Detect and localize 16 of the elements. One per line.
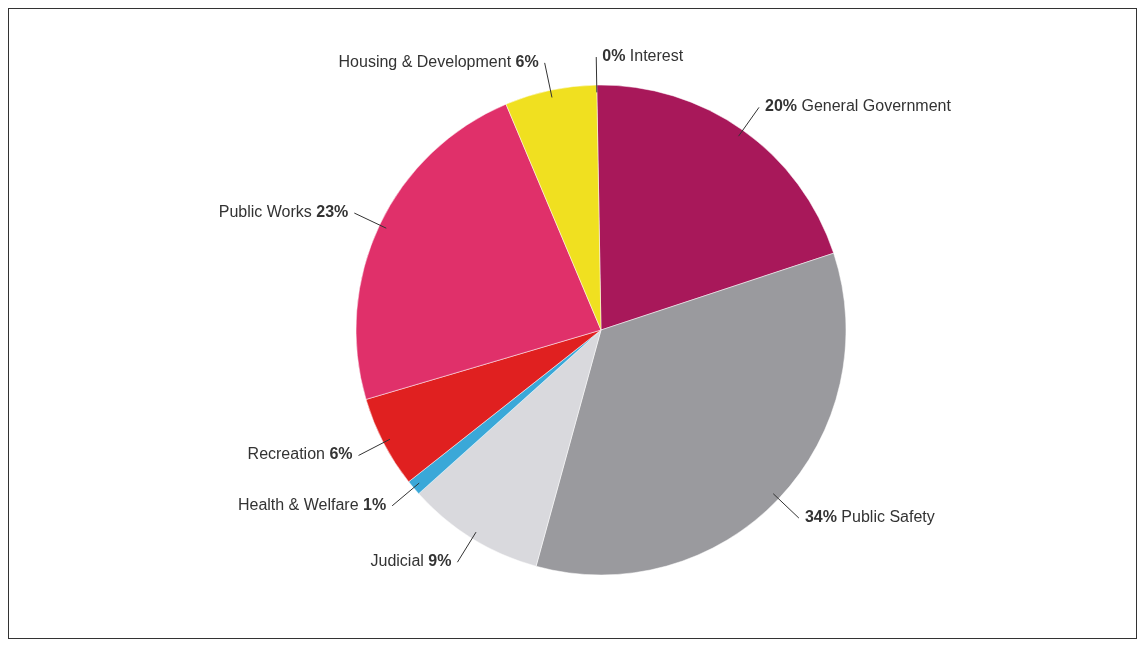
slice-label: Judicial	[370, 552, 429, 570]
data-label: 23%	[316, 203, 349, 221]
data-label: 34%	[804, 508, 837, 526]
slice-label: Public Safety	[836, 508, 935, 526]
slice-label: Health & Welfare	[237, 495, 364, 513]
data-label: 1%	[363, 495, 387, 513]
slice-label: Public Works	[218, 203, 317, 221]
data-label: 9%	[428, 552, 452, 570]
slice-label: Housing & Development	[338, 52, 516, 70]
data-label: 6%	[329, 445, 353, 463]
slice-label: General Government	[797, 97, 952, 115]
category-label: Interest	[629, 47, 684, 65]
data-label: 6%	[515, 52, 539, 70]
slice-label: Recreation	[247, 445, 330, 463]
data-label: 20%	[765, 97, 798, 115]
text: 0%	[602, 47, 626, 65]
